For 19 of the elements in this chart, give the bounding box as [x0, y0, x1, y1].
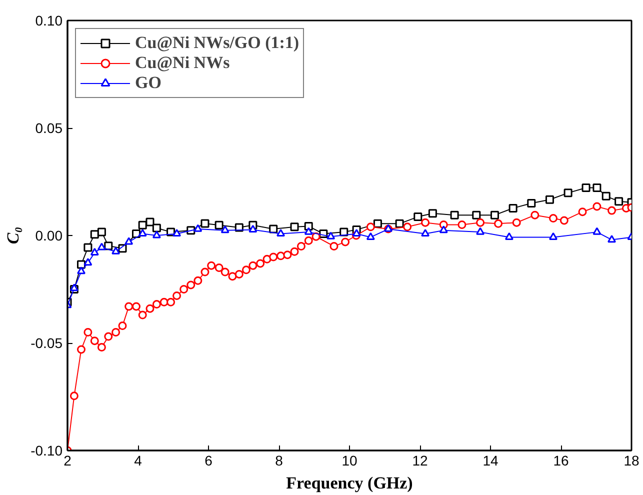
y-axis-title: C₀ — [4, 226, 23, 244]
legend-label: Cu@Ni NWs — [135, 53, 230, 73]
legend-label: GO — [135, 73, 162, 93]
x-tick-label: 10 — [342, 452, 358, 468]
x-tick-label: 6 — [204, 452, 213, 468]
x-tick-label: 14 — [482, 452, 498, 468]
x-tick-label: 18 — [624, 452, 640, 468]
y-tick-label: 0.00 — [35, 228, 63, 244]
x-tick-label: 16 — [553, 452, 569, 468]
y-tick-label: 0.10 — [35, 12, 63, 28]
y-tick-label: -0.05 — [30, 335, 63, 351]
x-tick-label: 2 — [64, 452, 72, 468]
y-tick-label: -0.10 — [30, 442, 63, 458]
x-tick-label: 12 — [412, 452, 428, 468]
x-tick-label: 8 — [275, 452, 284, 468]
x-tick-label: 4 — [134, 452, 142, 468]
y-tick-label: 0.05 — [35, 120, 63, 136]
legend-label: Cu@Ni NWs/GO (1:1) — [135, 33, 300, 53]
x-axis-title: Frequency (GHz) — [286, 474, 413, 492]
